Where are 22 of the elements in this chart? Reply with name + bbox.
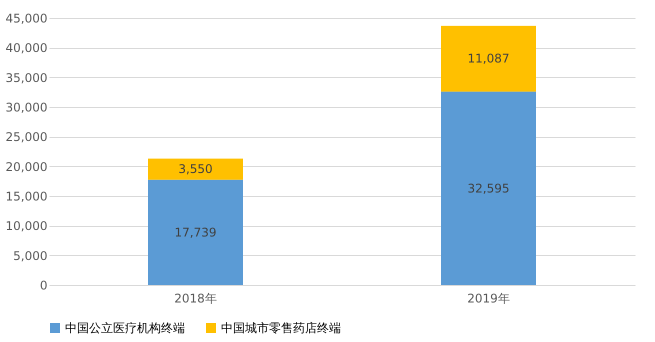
y-tick-label: 30,000 [6,100,48,114]
data-label: 17,739 [174,225,216,240]
y-tick-label: 10,000 [6,219,48,234]
x-tick-label: 2019年 [467,292,510,306]
x-tick-label: 2018年 [174,292,217,306]
y-tick-label: 40,000 [6,41,48,56]
bar [441,26,536,92]
bar [441,92,536,285]
y-tick-label: 25,000 [6,130,48,144]
bar [148,158,243,180]
y-tick-label: 5,000 [13,248,48,263]
legend-label: 中国公立医疗机构终端 [65,321,185,335]
legend-label: 中国城市零售药店终端 [221,321,341,335]
y-tick-label: 45,000 [6,12,48,26]
y-tick-label: 0 [40,278,48,292]
data-label: 32,595 [468,181,510,196]
y-tick-label: 20,000 [6,160,48,174]
y-tick-label: 35,000 [6,70,48,85]
data-label: 11,087 [468,52,510,66]
bar [148,180,243,285]
y-tick-label: 15,000 [6,190,48,204]
data-label: 3,550 [178,162,213,176]
